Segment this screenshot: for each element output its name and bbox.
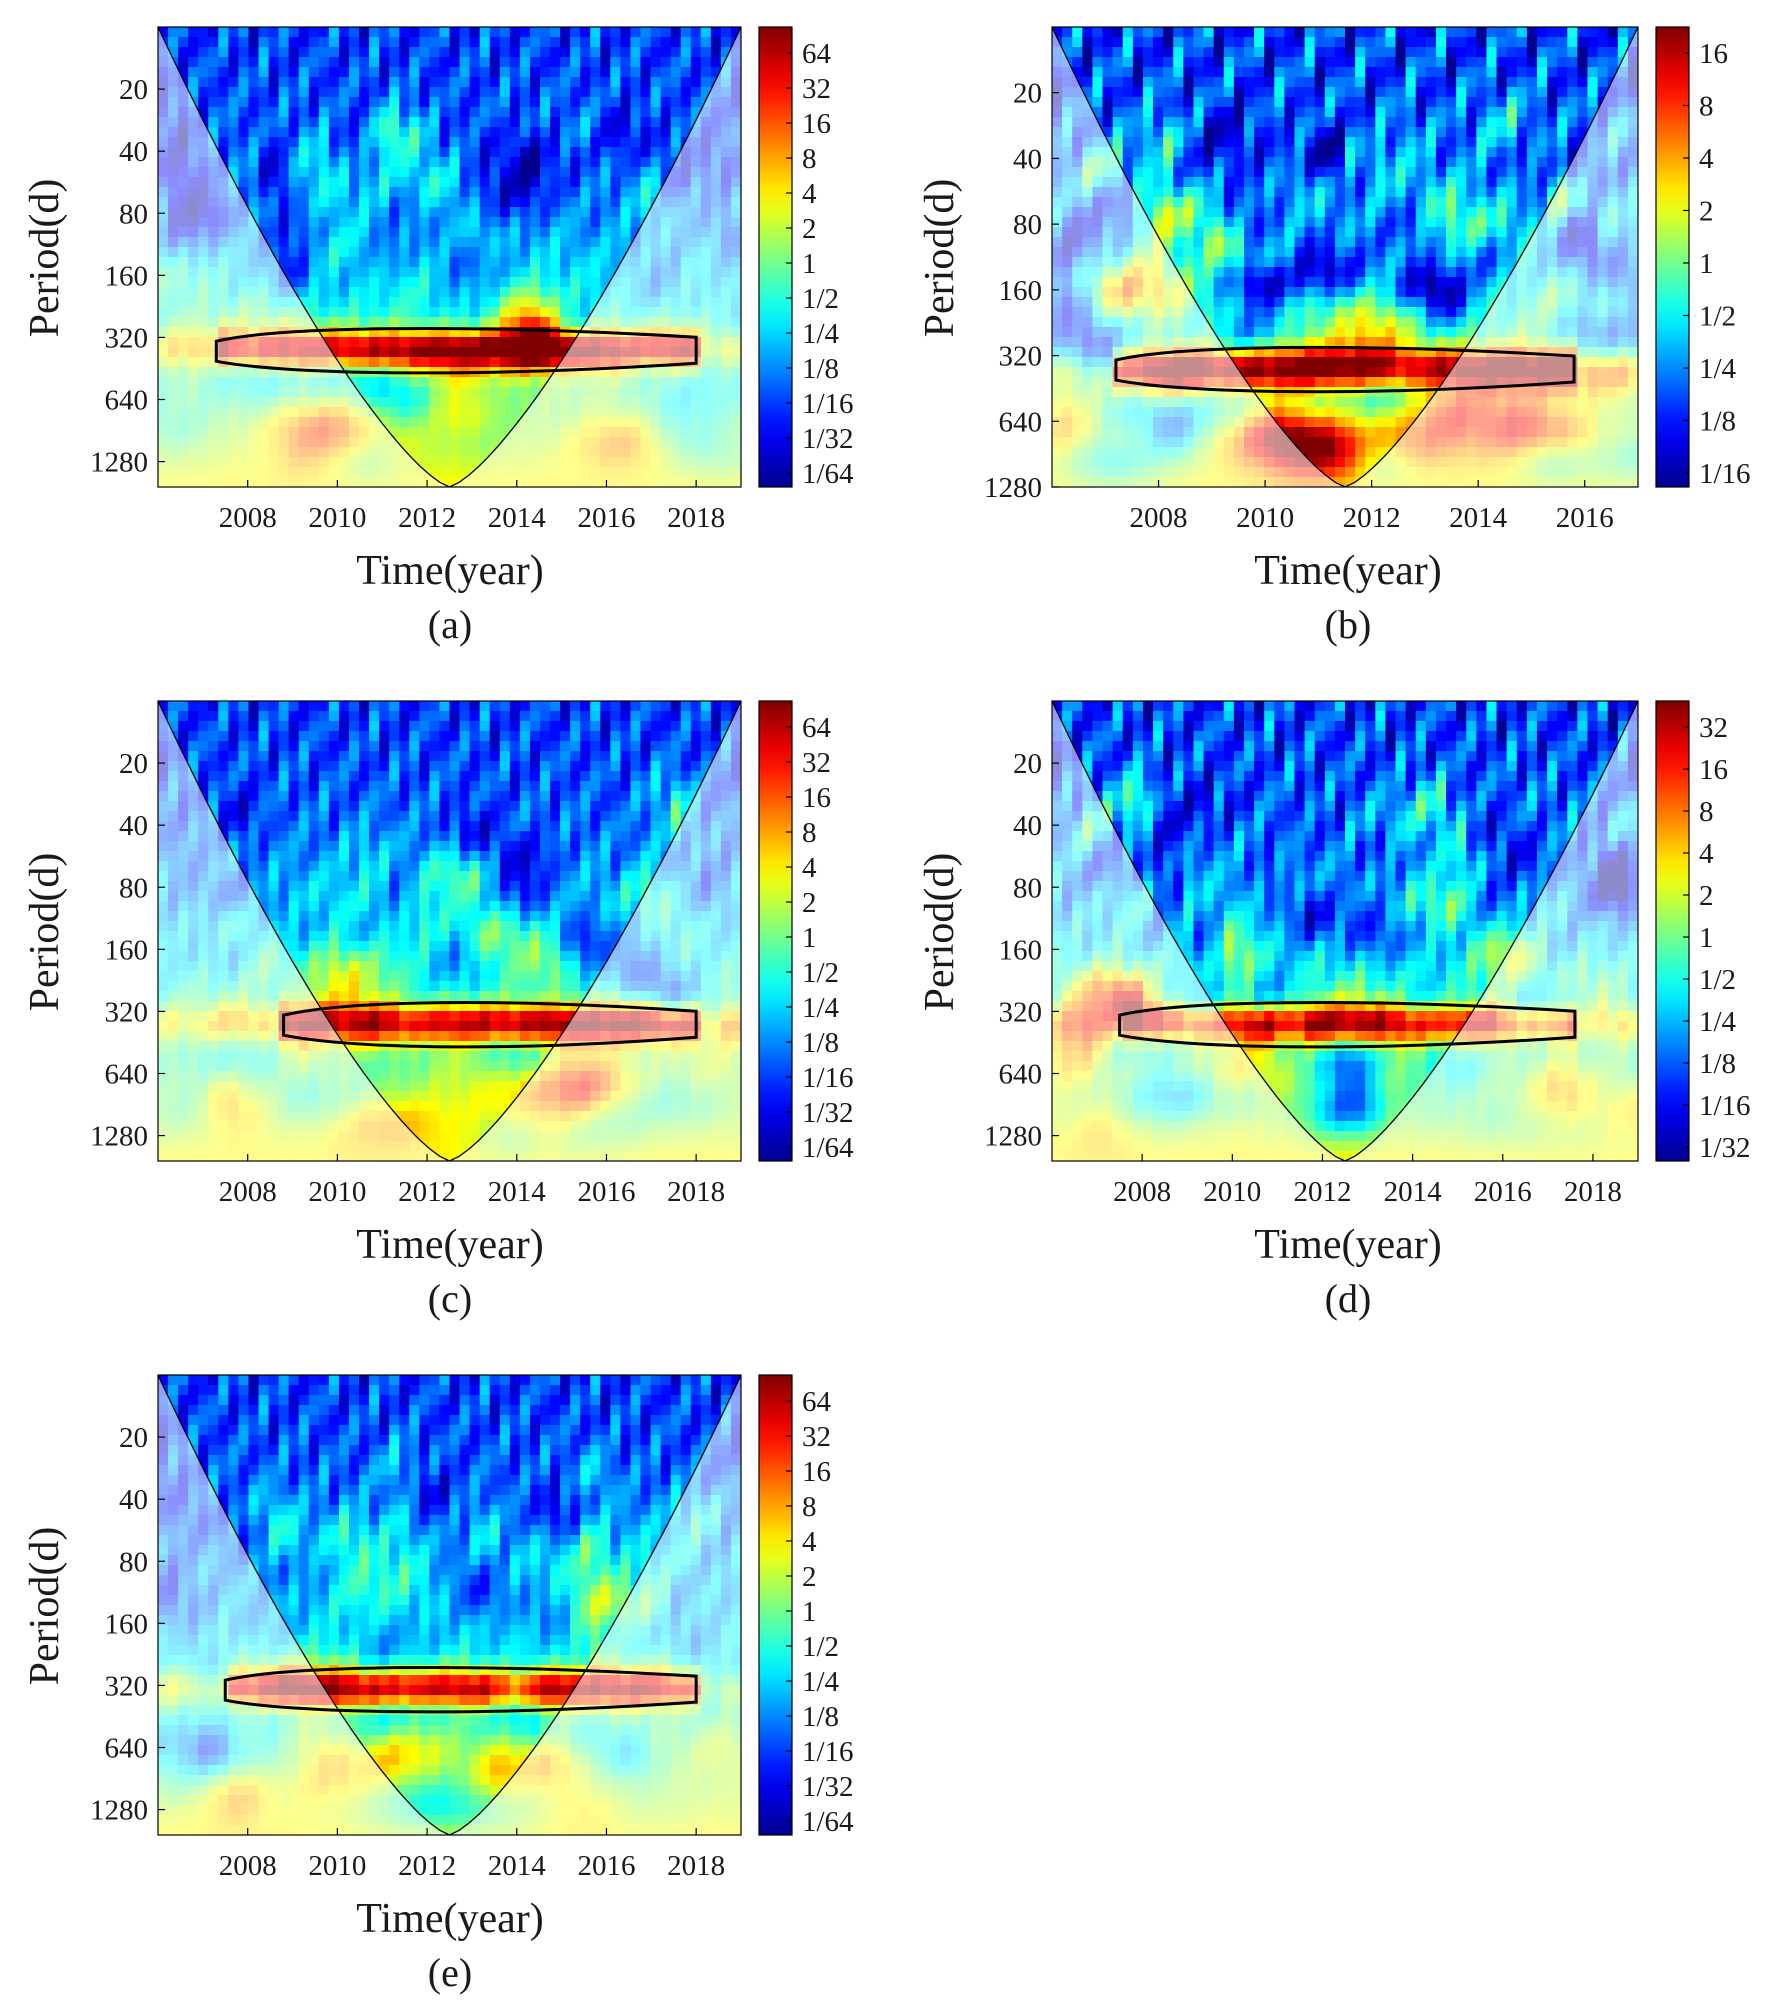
y-tick-label: 80	[119, 198, 148, 230]
colorbar-tick-label: 2	[802, 213, 817, 245]
y-tick-label: 40	[119, 136, 148, 168]
colorbar-tick-label: 32	[802, 73, 831, 105]
colorbar-tick-label: 1/8	[802, 353, 839, 385]
colorbar-gradient	[758, 26, 793, 488]
colorbar-tick-label: 1	[802, 248, 817, 280]
x-tick-label: 2018	[667, 502, 725, 534]
panel-a: 20 40 80 160 320 640 1280 2008 2010 2012 2014 2016…	[22, 26, 854, 647]
panel-tag-a: (a)	[428, 602, 472, 647]
x-tick-label: 2012	[398, 502, 456, 534]
x-tick-label: 2014	[488, 502, 547, 534]
y-axis-label-a: Period(d)	[22, 179, 68, 338]
y-tick-label: 320	[105, 322, 149, 354]
coi-shade	[158, 27, 741, 487]
colorbar-tick-label: 1/2	[802, 283, 839, 315]
significance-contour	[214, 327, 698, 375]
x-tick-label: 2016	[577, 502, 635, 534]
x-tick-label: 2010	[308, 502, 366, 534]
y-axis-a: 20 40 80 160 320 640 1280	[90, 74, 165, 479]
colorbar-tick-label: 16	[802, 108, 831, 140]
colorbar-tick-label: 1/64	[802, 458, 854, 490]
wavelet-plot-a	[157, 26, 742, 488]
x-axis-a: 2008 2010 2012 2014 2016 2018	[219, 480, 725, 534]
wavelet-plot-b	[1051, 26, 1639, 488]
x-tick-label: 2008	[219, 502, 277, 534]
colorbar-tick-label: 4	[802, 178, 817, 210]
colorbar-tick-label: 64	[802, 38, 832, 70]
plot-frame	[157, 26, 742, 488]
colorbar-tick-label: 8	[802, 143, 817, 175]
y-tick-label: 20	[119, 74, 148, 106]
colorbar-tick-label: 1/4	[802, 318, 840, 350]
colorbar-tick-label: 1/16	[802, 388, 854, 420]
coi-curve	[158, 27, 741, 487]
y-tick-label: 1280	[90, 447, 148, 479]
y-tick-label: 640	[105, 385, 149, 417]
y-tick-label: 160	[105, 260, 149, 292]
x-axis-label-a: Time(year)	[356, 548, 543, 594]
colorbar-tick-label: 1/32	[802, 423, 854, 455]
